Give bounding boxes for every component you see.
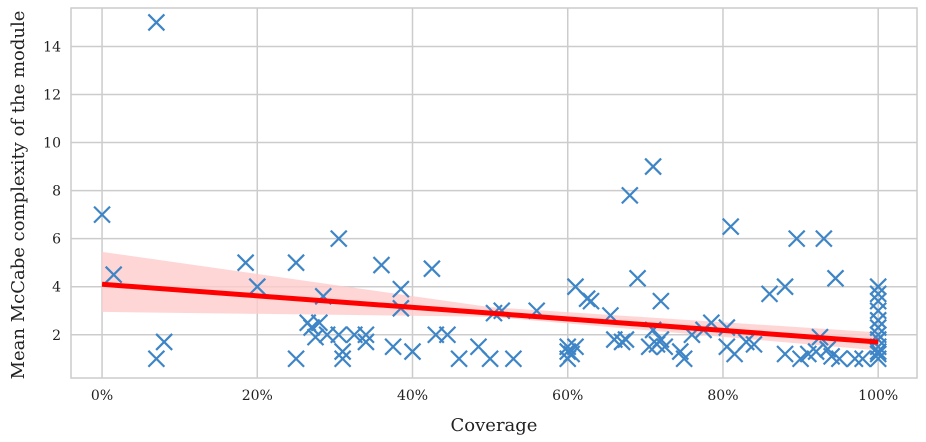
data-point-marker: [333, 350, 352, 368]
data-point-marker: [372, 256, 391, 274]
y-axis-title: Mean McCabe complexity of the module: [8, 11, 29, 380]
data-point-marker: [357, 333, 375, 351]
y-tick-label: 6: [52, 232, 61, 248]
x-axis-title: Coverage: [451, 415, 538, 436]
y-tick-label: 10: [43, 136, 61, 152]
data-point-marker: [481, 350, 499, 368]
data-point-marker: [310, 313, 329, 332]
data-point-marker: [504, 350, 523, 368]
data-point-marker: [830, 350, 849, 368]
data-point-marker: [236, 253, 255, 272]
data-point-marker: [853, 350, 872, 368]
data-point-marker: [617, 330, 635, 349]
y-tick-label: 14: [43, 39, 61, 55]
x-tick-label: 80%: [707, 388, 738, 404]
x-tick-label: 60%: [552, 388, 583, 404]
y-tick-label: 12: [43, 87, 61, 103]
data-point-marker: [93, 205, 111, 224]
regression-line-group: [101, 281, 879, 345]
y-tick-label: 8: [52, 184, 61, 200]
data-point-marker: [403, 342, 422, 361]
data-point-marker: [869, 350, 887, 368]
data-point-marker: [423, 259, 441, 278]
data-point-marker: [147, 350, 166, 368]
x-tick-label: 20%: [242, 388, 273, 404]
data-point-marker: [826, 269, 845, 288]
data-point-marker: [652, 292, 670, 310]
data-point-marker: [147, 13, 166, 32]
plot-frame: [70, 7, 918, 379]
data-point-marker: [333, 342, 352, 361]
data-point-marker: [582, 292, 600, 310]
data-point-marker: [787, 229, 806, 248]
data-point-marker: [846, 350, 864, 368]
data-point-marker: [566, 337, 585, 356]
data-point-marker: [155, 333, 173, 351]
data-point-marker: [869, 285, 887, 303]
data-point-marker: [438, 325, 457, 344]
data-point-marker: [329, 229, 348, 248]
data-point-marker: [628, 269, 647, 288]
data-point-marker: [302, 318, 321, 337]
data-point-marker: [287, 350, 305, 368]
data-point-marker: [384, 337, 402, 356]
data-point-marker: [655, 337, 674, 356]
y-tick-label: 4: [52, 280, 61, 296]
regression-line: [101, 281, 879, 345]
data-point-marker: [721, 217, 740, 236]
data-point-marker: [644, 157, 662, 176]
y-tick-labels: 2 4 6 8 10 12 14: [43, 39, 61, 343]
data-point-marker: [248, 277, 267, 296]
data-point-marker: [791, 350, 810, 368]
data-point-marker: [675, 350, 693, 368]
data-point-marker: [287, 253, 305, 272]
data-point-marker: [776, 277, 794, 296]
data-point-marker: [869, 277, 887, 296]
x-tick-label: 0%: [91, 388, 113, 404]
data-point-marker: [760, 285, 779, 303]
data-point-marker: [357, 325, 375, 344]
data-point-marker: [450, 350, 468, 368]
data-point-marker: [392, 280, 410, 298]
data-point-marker: [869, 342, 887, 361]
data-point-marker: [776, 345, 794, 363]
data-point-marker: [869, 345, 887, 363]
grid-lines: [71, 8, 917, 378]
data-point-marker: [869, 311, 887, 330]
data-point-marker: [815, 229, 833, 248]
x-tick-label: 40%: [397, 388, 428, 404]
x-tick-labels: 0% 20% 40% 60% 80% 100%: [91, 388, 898, 404]
data-point-marker: [745, 335, 763, 354]
plot-background: [71, 8, 917, 378]
data-point-marker: [329, 325, 348, 344]
x-tick-label: 100%: [858, 388, 898, 404]
y-tick-label: 2: [52, 328, 61, 344]
data-point-marker: [621, 186, 639, 205]
data-point-marker: [104, 265, 123, 284]
